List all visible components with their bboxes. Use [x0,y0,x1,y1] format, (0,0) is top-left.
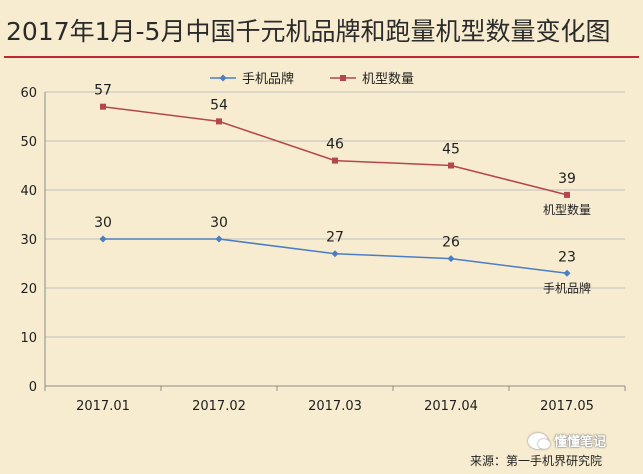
data-point [332,157,338,164]
data-point [447,255,455,263]
y-tick-label: 0 [29,380,37,395]
x-tick-label: 2017.05 [540,399,594,414]
data-label: 23 [558,249,576,265]
y-tick-label: 30 [20,233,37,248]
y-tick-label: 20 [20,282,37,297]
data-label: 30 [94,215,112,231]
legend-marker [219,74,227,82]
data-point [331,250,339,258]
source-credit: 来源：第一手机界研究院 [470,454,603,468]
series-end-label: 机型数量 [543,202,591,217]
data-label: 39 [558,171,576,187]
chat-bubbles-icon [528,432,550,449]
x-tick-label: 2017.02 [192,399,246,414]
x-tick-label: 2017.04 [424,399,478,414]
data-point [564,191,570,198]
data-label: 27 [326,230,344,246]
data-label: 45 [442,142,460,158]
data-point [99,235,107,243]
y-tick-label: 10 [20,331,37,346]
data-label: 26 [442,235,460,251]
y-tick-label: 60 [20,86,37,101]
legend-marker [340,75,346,81]
data-point [216,118,222,125]
x-tick-label: 2017.01 [76,399,130,414]
data-label: 54 [210,97,228,113]
legend-label: 手机品牌 [242,71,294,87]
data-label: 46 [326,137,344,153]
chart-title: 2017年1月-5月中国千元机品牌和跑量机型数量变化图 [6,17,611,46]
watermark-text: 懂懂笔记 [554,435,607,450]
data-label: 30 [210,215,228,231]
y-tick-label: 40 [20,184,37,199]
series-end-label: 手机品牌 [543,281,591,295]
watermark: 懂懂笔记 [528,431,606,450]
data-point [100,103,106,110]
title-underline [4,56,639,58]
data-point [448,162,454,169]
legend-label: 机型数量 [362,72,414,87]
data-point [563,269,571,277]
data-point [215,235,223,243]
x-tick-label: 2017.03 [308,399,362,414]
data-label: 57 [94,83,112,99]
y-tick-label: 50 [20,135,37,150]
